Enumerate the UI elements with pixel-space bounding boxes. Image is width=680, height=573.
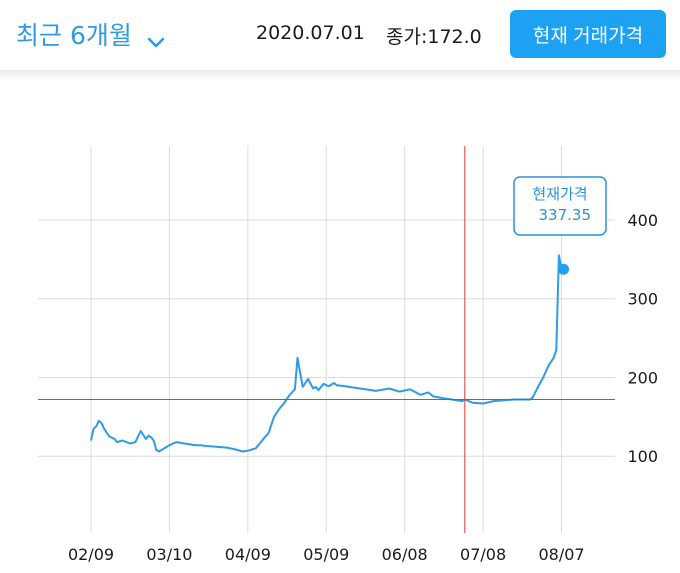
x-axis-tick-labels: 02/09 03/10 04/09 05/09 06/08 07/08 08/07 [68,545,585,564]
y-tick-label: 100 [627,447,658,466]
y-tick-label: 400 [627,211,658,230]
price-line [90,254,563,453]
chevron-down-icon [146,27,166,48]
close-price: 종가:172.0 [386,26,482,48]
vertical-gridlines [90,146,563,533]
y-tick-label: 200 [627,368,658,387]
period-label: 최근 6개월 [16,21,132,50]
x-tick-label: 05/09 [303,545,349,564]
period-selector[interactable]: 최근 6개월 [16,14,166,54]
selected-date: 2020.07.01 [256,22,365,44]
callout-value: 337.35 [539,206,592,224]
current-price-button[interactable]: 현재 거래가격 [510,10,666,58]
y-tick-label: 300 [627,290,658,309]
header-divider [0,70,680,80]
x-tick-label: 06/08 [382,545,428,564]
current-price-dot [558,263,570,275]
x-tick-label: 08/07 [538,545,584,564]
x-tick-label: 07/08 [460,545,506,564]
header-bar: 최근 6개월 2020.07.01 종가:172.0 현재 거래가격 [0,0,680,70]
x-tick-label: 03/10 [146,545,192,564]
x-tick-label: 02/09 [68,545,114,564]
y-axis-tick-labels: 100 200 300 400 [627,211,658,466]
current-price-callout: 현재가격 337.35 [513,176,607,236]
callout-label: 현재가격 [532,185,587,203]
x-tick-label: 04/09 [225,545,271,564]
